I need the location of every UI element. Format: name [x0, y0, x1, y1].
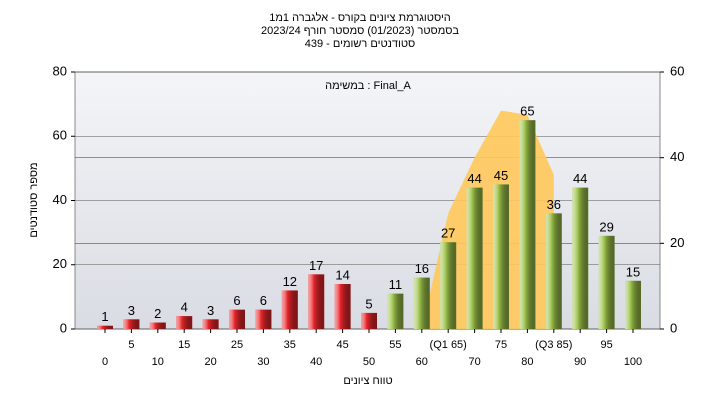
bar-shade [440, 242, 457, 329]
value-label: 14 [335, 267, 349, 282]
value-label: 2 [154, 306, 161, 321]
value-label: 4 [181, 300, 188, 315]
y2-tick-label: 60 [670, 63, 684, 78]
x-tick-label: 70 [468, 356, 480, 368]
y-tick-label: 40 [53, 192, 67, 207]
bar-shade [308, 274, 325, 329]
y-tick-label: 60 [53, 128, 67, 143]
bar-shade [176, 316, 193, 329]
chart-subtitle: סטודנטים רשומים - 439 [305, 38, 416, 50]
y-axis-label: מספר סטודנטים [28, 162, 40, 237]
value-label: 11 [389, 277, 403, 292]
value-label: 44 [573, 171, 587, 186]
bar-shade [202, 319, 219, 329]
bar-shade [466, 187, 483, 329]
value-label: 36 [547, 197, 561, 212]
bar-shade [281, 290, 298, 329]
x-tick-label: 55 [389, 339, 401, 351]
bar-shade [545, 213, 562, 329]
x-tick-label: 45 [336, 339, 348, 351]
x-tick-label: 10 [152, 356, 164, 368]
x-tick-label: 60 [416, 356, 428, 368]
bar-shade [519, 120, 536, 329]
x-tick-label: 5 [128, 339, 134, 351]
value-label: 15 [626, 264, 640, 279]
bar-shade [625, 280, 641, 329]
x-tick-label: 75 [495, 339, 507, 351]
x-tick-label: 30 [257, 356, 269, 368]
x-tick-label: 50 [363, 356, 375, 368]
bar-shade [572, 187, 589, 329]
bar-shade [387, 293, 404, 329]
x-tick-label: 15 [178, 339, 190, 351]
value-label: 44 [467, 171, 481, 186]
x-tick-label: 25 [231, 339, 243, 351]
x-tick-label: 100 [624, 356, 642, 368]
y-tick-label: 20 [53, 256, 67, 271]
bar-shade [413, 277, 430, 329]
value-label: 6 [260, 293, 267, 308]
value-label: 6 [233, 293, 240, 308]
annotation: במשימה : Final_A [325, 80, 411, 92]
value-label: 12 [283, 274, 297, 289]
y2-tick-label: 0 [670, 320, 677, 335]
x-tick-label: 90 [574, 356, 586, 368]
x-tick-label: 0 [102, 356, 108, 368]
value-label: 3 [207, 303, 214, 318]
value-label: 45 [494, 168, 508, 183]
x-tick-label: (Q1 65) [430, 339, 467, 351]
y-tick-label: 80 [53, 63, 67, 78]
x-axis-label: טווח ציונים [343, 375, 392, 387]
value-label: 27 [441, 226, 455, 241]
x-tick-label: 20 [204, 356, 216, 368]
value-label: 17 [309, 258, 323, 273]
value-label: 5 [365, 296, 372, 311]
bar-shade [149, 322, 166, 329]
y-tick-label: 0 [60, 320, 67, 335]
bar-shade [493, 184, 509, 329]
y2-tick-label: 20 [670, 235, 684, 250]
value-label: 3 [128, 303, 135, 318]
chart-subtitle: בסמסטר (01/2023) סמסטר חורף 2023/24 [261, 25, 459, 37]
x-tick-label: 80 [521, 356, 533, 368]
x-tick-label: 35 [284, 339, 296, 351]
bar-shade [229, 309, 245, 329]
bar-shade [598, 235, 615, 329]
value-label: 29 [599, 219, 613, 234]
bar-shade [361, 312, 377, 329]
bar-shade [123, 319, 140, 329]
bar-shade [255, 309, 272, 329]
value-label: 65 [520, 104, 534, 119]
value-label: 16 [415, 261, 429, 276]
value-label: 1 [101, 309, 108, 324]
x-tick-label: 40 [310, 356, 322, 368]
x-tick-label: 95 [600, 339, 612, 351]
bar-shade [97, 325, 113, 329]
bar-shade [334, 284, 351, 329]
y2-tick-label: 40 [670, 149, 684, 164]
chart-title: היסטוגרמת ציונים בקורס - אלגברה 1מ1 [269, 11, 451, 24]
x-tick-label: (Q3 85) [535, 339, 572, 351]
